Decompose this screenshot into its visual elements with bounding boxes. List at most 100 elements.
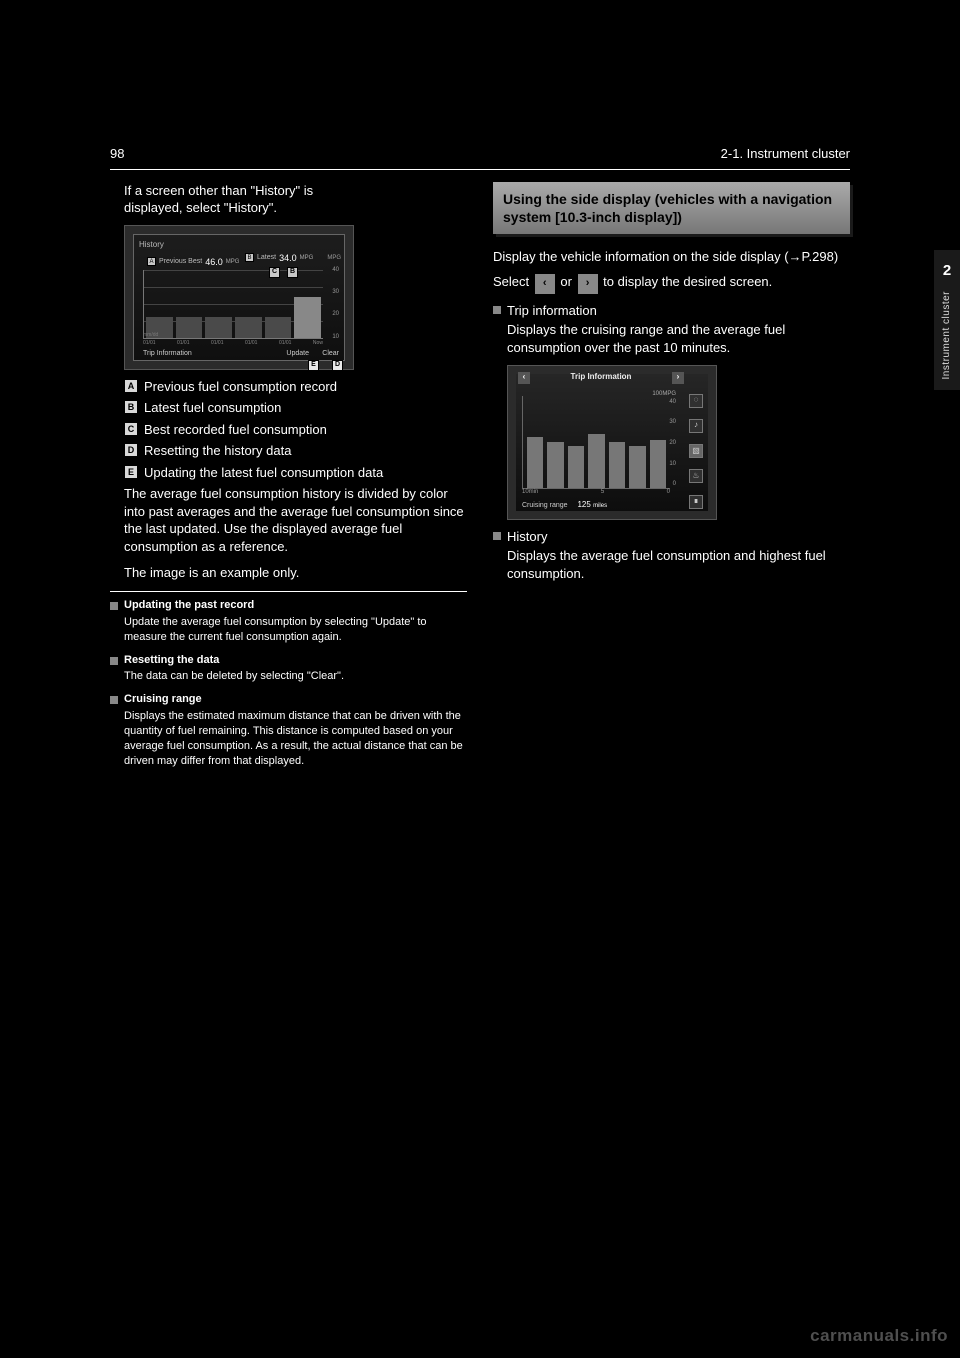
legend-key-box: A xyxy=(124,379,138,393)
note-heading: Updating the past record xyxy=(124,598,254,613)
legend-text: Latest fuel consumption xyxy=(144,399,281,417)
trip-bar xyxy=(609,442,625,488)
trip-y-tick: 30 xyxy=(662,418,676,426)
trip-y-tick: 20 xyxy=(662,439,676,447)
side-intro: Display the vehicle information on the s… xyxy=(493,248,850,266)
nav-prev-icon[interactable]: ‹ xyxy=(535,274,555,294)
nav-next-icon[interactable]: › xyxy=(578,274,598,294)
x-tick: Now xyxy=(313,340,323,347)
note-heading-row: Resetting the data xyxy=(110,653,467,668)
update-button[interactable]: Update xyxy=(286,349,309,358)
notes-divider xyxy=(110,591,467,592)
trip-bar xyxy=(629,446,645,487)
legend-text: Best recorded fuel consumption xyxy=(144,421,327,439)
trip-x-tick: 0 xyxy=(667,488,670,496)
y-tick: 20 xyxy=(325,310,339,318)
trip-y-tick: 40 xyxy=(662,398,676,406)
history-screenshot: History A Previous Best 46.0 MPG B Lates… xyxy=(110,225,467,370)
history-desc: Displays the average fuel consumption an… xyxy=(493,547,850,582)
note-heading-row: Cruising range xyxy=(110,692,467,707)
header-divider xyxy=(110,169,850,170)
trip-bar xyxy=(547,442,563,488)
legend-row: C Best recorded fuel consumption xyxy=(110,421,467,439)
prev-best-unit: MPG xyxy=(226,258,240,266)
trip-header-label: Trip Information xyxy=(571,372,632,383)
side-panel-icon[interactable]: ♨ xyxy=(689,469,703,483)
history-bar xyxy=(205,317,232,337)
trip-y-tick: 10 xyxy=(662,460,676,468)
intro-text: If a screen other than "History" is disp… xyxy=(110,182,467,217)
chapter-label: Instrument cluster xyxy=(940,291,954,379)
note-body: Displays the estimated maximum distance … xyxy=(110,709,467,768)
side-panel-icon[interactable]: ♪ xyxy=(689,419,703,433)
explain-para-2: The image is an example only. xyxy=(110,564,467,582)
trip-x-tick: 10min xyxy=(522,488,538,496)
x-tick: 01/01 xyxy=(177,340,190,347)
trip-y-tick: 0 xyxy=(662,480,676,488)
callout-b-chart: B xyxy=(287,267,298,278)
legend-row: D Resetting the history data xyxy=(110,442,467,460)
x-tick: 01/01 xyxy=(279,340,292,347)
history-bar xyxy=(176,317,203,337)
side-panel-icon[interactable]: ▧ xyxy=(689,444,703,458)
cruising-range-label: Cruising range xyxy=(522,502,568,509)
mmdd-hint: mm/dd xyxy=(143,332,158,339)
latest-label: Latest xyxy=(257,253,276,262)
side-display-heading: Using the side display (vehicles with a … xyxy=(493,182,850,234)
switch-instruction: Select ‹ or › to display the desired scr… xyxy=(493,273,850,293)
trip-x-tick: 5 xyxy=(601,488,604,496)
watermark: carmanuals.info xyxy=(810,1325,948,1348)
y-axis-unit: MPG xyxy=(327,254,341,262)
callout-a-icon: A xyxy=(147,257,156,266)
bullet-icon xyxy=(110,657,118,665)
trip-bar xyxy=(527,437,543,488)
note-body: The data can be deleted by selecting "Cl… xyxy=(110,669,467,684)
history-bar xyxy=(265,317,292,337)
side-panel-icon[interactable]: ◌ xyxy=(689,394,703,408)
side-panel-icon[interactable]: ∎ xyxy=(689,495,703,509)
page-number: 98 xyxy=(110,145,124,163)
legend-key-box: E xyxy=(124,465,138,479)
trip-screenshot: ‹ Trip Information › 100MPG 403020100 10… xyxy=(507,365,717,520)
callout-d: D xyxy=(332,360,343,371)
trip-bar xyxy=(568,446,584,487)
legend-text: Updating the latest fuel consumption dat… xyxy=(144,464,383,482)
bullet-icon xyxy=(493,306,501,314)
trip-info-title: Trip information xyxy=(507,302,597,320)
chapter-number: 2 xyxy=(943,261,951,281)
cruising-range-value: 125 miles xyxy=(577,500,607,509)
note-heading-row: Updating the past record xyxy=(110,598,467,613)
legend-row: E Updating the latest fuel consumption da… xyxy=(110,464,467,482)
latest-unit: MPG xyxy=(300,254,314,262)
clear-button[interactable]: Clear xyxy=(322,349,339,358)
prev-best-label: Previous Best xyxy=(159,257,202,266)
trip-prev-icon[interactable]: ‹ xyxy=(518,372,530,384)
legend-key-box: C xyxy=(124,422,138,436)
trip-chart xyxy=(522,396,670,489)
right-column: Using the side display (vehicles with a … xyxy=(493,182,850,777)
hs-title: History xyxy=(139,240,164,251)
trip-info-desc: Displays the cruising range and the aver… xyxy=(493,321,850,356)
prev-best-value: 46.0 xyxy=(205,256,223,268)
x-tick: 01/01 xyxy=(211,340,224,347)
note-heading: Resetting the data xyxy=(124,653,219,668)
history-bar xyxy=(235,317,262,337)
bullet-icon xyxy=(493,532,501,540)
chapter-tab: 2 Instrument cluster xyxy=(934,250,960,390)
y-tick: 10 xyxy=(325,333,339,341)
note-heading: Cruising range xyxy=(124,692,202,707)
callout-c: C xyxy=(269,267,280,278)
legend-text: Resetting the history data xyxy=(144,442,291,460)
legend-key-box: B xyxy=(124,400,138,414)
legend-key-box: D xyxy=(124,443,138,457)
callout-b-top: B xyxy=(245,253,254,262)
callout-e: E xyxy=(308,360,319,371)
legend-row: A Previous fuel consumption record xyxy=(110,378,467,396)
y-tick: 30 xyxy=(325,288,339,296)
legend-text: Previous fuel consumption record xyxy=(144,378,337,396)
bullet-icon xyxy=(110,696,118,704)
bullet-icon xyxy=(110,602,118,610)
trip-next-icon[interactable]: › xyxy=(672,372,684,384)
history-bar xyxy=(294,297,321,338)
trip-info-link[interactable]: Trip Information xyxy=(143,349,192,358)
